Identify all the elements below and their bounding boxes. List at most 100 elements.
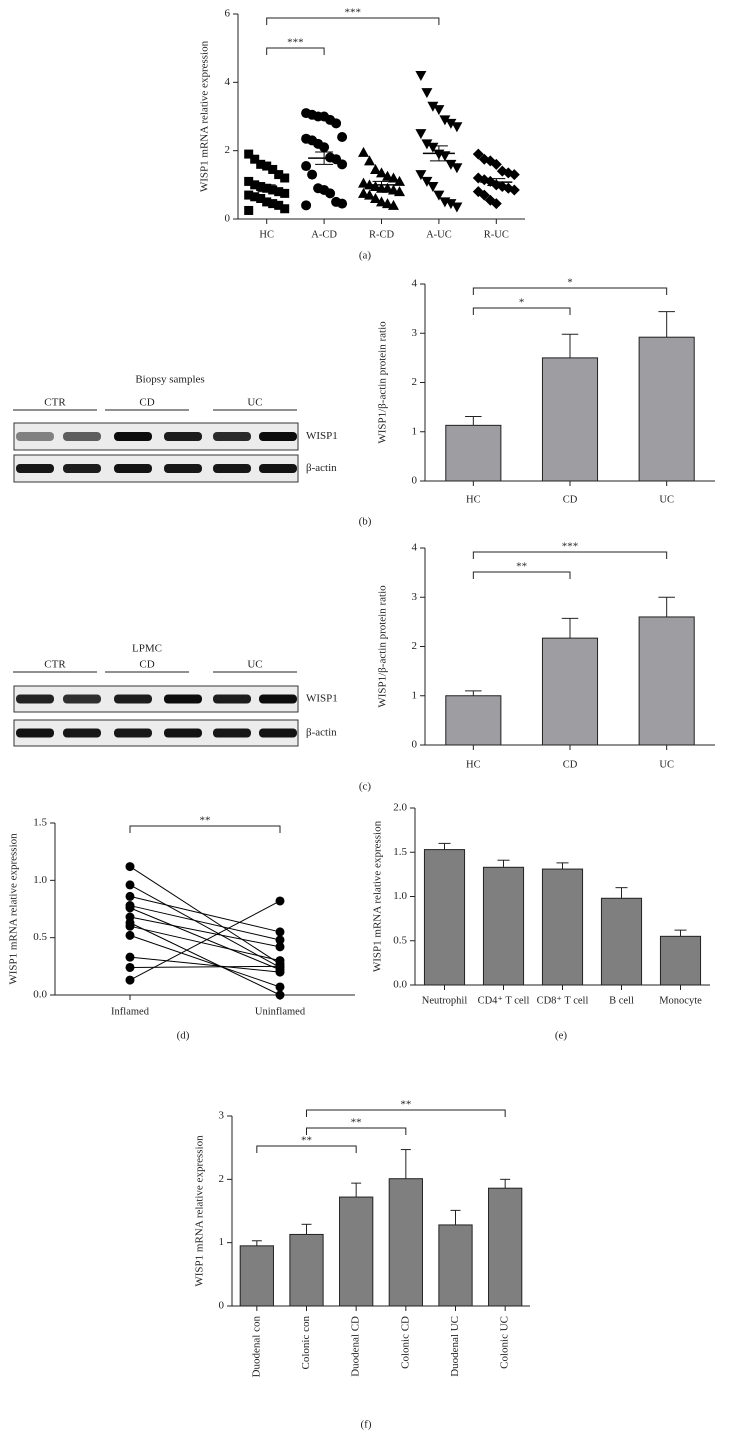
data-point (439, 115, 451, 126)
bar (445, 695, 502, 746)
data-point (125, 962, 135, 972)
blot-strip (13, 685, 299, 713)
data-point (280, 188, 290, 198)
data-point (337, 198, 348, 209)
pair-line (129, 965, 281, 968)
data-point (262, 197, 272, 207)
y-tick-label: 1 (412, 425, 418, 437)
x-tick-label: Colonic CD (399, 1316, 411, 1369)
data-point (325, 188, 336, 199)
data-point (433, 105, 445, 116)
blot-band (16, 728, 54, 738)
data-point (490, 158, 502, 170)
data-point (445, 199, 457, 210)
data-point (358, 146, 369, 157)
lane-label: UC (247, 659, 262, 671)
significance-label: *** (287, 37, 304, 49)
y-axis-label: WISP1 mRNA relative expression (372, 820, 384, 972)
y-tick-label: 0.0 (33, 989, 47, 1001)
data-point (451, 122, 463, 133)
data-point (427, 101, 439, 112)
y-tick-label: 1.0 (33, 874, 47, 886)
data-point (274, 200, 284, 210)
blot-band (259, 728, 297, 738)
data-point (388, 199, 399, 210)
data-point (337, 159, 348, 170)
bar (423, 849, 466, 986)
y-axis-label: WISP1/β-actin protein ratio (377, 321, 389, 444)
blot-band (213, 464, 251, 473)
y-tick-label: 1.0 (393, 890, 407, 902)
blot-band (63, 432, 101, 441)
data-point (421, 176, 433, 187)
lane-label: CTR (44, 397, 66, 409)
blot-band (213, 728, 251, 738)
y-tick-label: 4 (412, 542, 418, 554)
lane-label: CTR (44, 659, 66, 671)
significance-label: *** (345, 7, 362, 19)
data-point (376, 167, 387, 178)
row-label: WISP1 (306, 430, 338, 442)
bar (638, 336, 695, 482)
x-tick-label: B cell (609, 995, 634, 1006)
blot-band (164, 728, 202, 738)
pair-line (129, 905, 281, 941)
significance-bracket (472, 571, 571, 579)
data-point (415, 71, 427, 81)
data-point (490, 198, 502, 210)
y-tick-label: 1.5 (33, 817, 47, 829)
significance-label: * (519, 297, 525, 309)
data-point (125, 903, 135, 913)
bar (541, 868, 584, 986)
significance-label: ** (351, 1117, 362, 1129)
data-point (331, 118, 342, 129)
bar (659, 935, 702, 986)
y-tick-label: 0.0 (393, 979, 407, 991)
y-tick-label: 3 (412, 327, 418, 339)
data-point (244, 205, 254, 215)
y-tick-label: 0 (219, 1300, 225, 1312)
significance-bracket (306, 1127, 407, 1135)
y-tick-label: 0 (225, 213, 231, 225)
x-tick-label: Duodenal UC (449, 1316, 461, 1377)
blot-band (259, 464, 297, 473)
pair-line (129, 884, 281, 968)
data-point (275, 961, 285, 971)
x-tick-label: Colonic con (300, 1316, 312, 1370)
significance-label: ** (516, 561, 527, 573)
data-point (382, 170, 393, 181)
panel-label: (f) (361, 1419, 372, 1431)
y-tick-label: 2 (412, 376, 418, 388)
data-point (394, 175, 405, 186)
data-point (451, 163, 463, 174)
lane-label: CD (139, 397, 154, 409)
significance-label: ** (400, 1099, 411, 1111)
row-label: β-actin (306, 727, 337, 739)
data-point (358, 187, 369, 198)
data-point (382, 198, 393, 209)
blot-band (164, 694, 202, 704)
data-point (125, 891, 135, 901)
blot-band (16, 694, 54, 704)
y-axis-label: WISP1 mRNA relative expression (194, 1135, 206, 1287)
y-tick-label: 1.5 (393, 846, 407, 858)
bar (482, 866, 525, 986)
data-point (451, 202, 463, 213)
data-point (250, 192, 260, 202)
y-tick-label: 1 (219, 1236, 225, 1248)
pair-line (129, 900, 281, 981)
pair-line (129, 866, 281, 965)
blot-band (114, 464, 152, 473)
data-point (125, 862, 135, 872)
x-tick-label: CD (563, 759, 578, 770)
pair-line (129, 916, 281, 948)
data-point (472, 148, 484, 160)
pair-line (129, 956, 281, 973)
blot-strip (13, 454, 299, 483)
data-point (427, 182, 439, 193)
data-point (415, 170, 427, 181)
panel-label: (b) (359, 516, 372, 528)
y-tick-label: 3 (412, 591, 418, 603)
data-point (370, 193, 381, 203)
